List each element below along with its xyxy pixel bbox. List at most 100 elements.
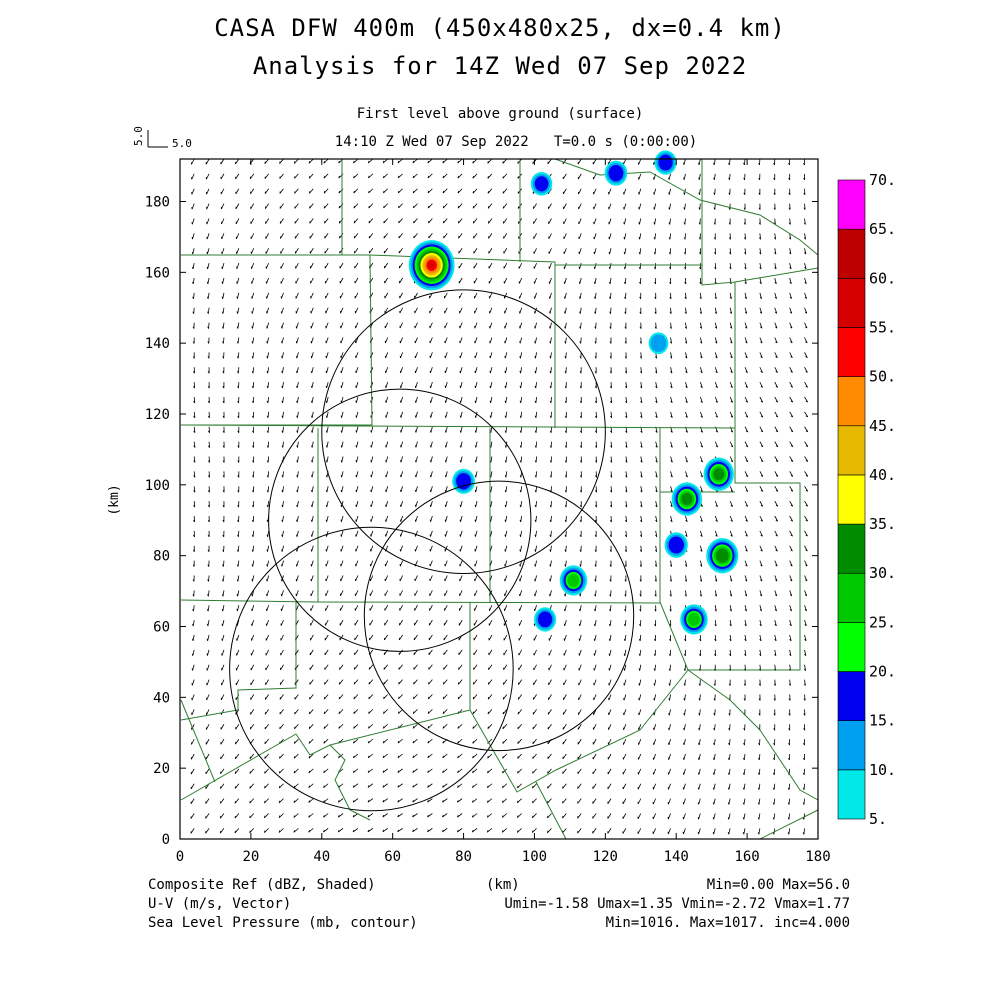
wind-vector [296,560,299,567]
wind-vector-head [773,207,776,210]
wind-vector [398,664,403,670]
wind-vector-head [323,770,325,773]
wind-vector [293,828,299,833]
wind-vector [445,515,448,522]
wind-vector-head [222,415,225,419]
wind-vector-head [639,356,642,359]
wind-vector-head [207,386,210,389]
wind-vector [279,173,284,179]
wind-vector-head [655,534,658,538]
wind-vector [369,590,374,596]
wind-vector [459,367,463,374]
wind-vector-head [442,785,444,788]
wind-vector-head [640,445,643,448]
wind-vector-head [519,370,521,374]
wind-vector-head [624,594,627,597]
wind-vector-head [760,400,763,403]
wind-vector [668,753,671,760]
wind-vector-head [610,415,613,419]
wind-vector-head [684,267,686,270]
wind-vector-head [609,579,612,582]
wind-vector [267,486,270,493]
wind-vector [400,411,403,418]
wind-vector [383,188,388,194]
wind-vector-head [444,415,447,418]
wind-vector [370,486,374,493]
wind-vector-head [728,207,731,210]
colorbar-label: 20. [869,663,896,681]
wind-vector-head [654,549,657,552]
wind-vector [399,590,403,596]
wind-vector-head [442,755,444,759]
wind-vector-head [370,430,372,433]
wind-vector-head [609,356,612,359]
wind-vector [669,218,671,225]
wind-vector [504,352,508,359]
wind-vector-head [266,341,268,344]
wind-vector [458,233,463,239]
wind-vector-head [610,475,613,478]
wind-vector [385,515,389,522]
echo-cell [534,607,557,632]
wind-vector-head [579,460,582,463]
wind-vector [311,486,314,493]
wind-vector [223,337,225,344]
wind-vector [282,396,284,403]
wind-vector [294,188,299,194]
wind-vector-head [296,504,298,508]
wind-vector [413,203,418,209]
colorbar-swatch [837,425,866,476]
wind-vector [356,471,359,478]
wind-vector [607,798,612,804]
wind-vector [609,649,612,656]
wind-vector-head [489,400,492,403]
wind-vector-head [472,190,474,194]
wind-vector [442,813,448,818]
wind-vector [265,233,269,239]
wind-vector-head [457,785,459,788]
wind-vector-head [295,549,298,552]
wind-vector-head [251,341,254,344]
wind-vector-head [252,490,254,493]
wind-vector-head [744,296,747,299]
wind-vector [443,664,448,670]
wind-vector [236,277,240,284]
wind-vector-head [487,161,489,164]
wind-vector-head [802,772,805,776]
wind-vector-head [353,190,355,194]
wind-vector [623,679,627,686]
wind-vector [310,619,314,626]
wind-vector [789,560,793,567]
wind-vector [353,158,359,164]
echo-contour [681,493,693,505]
wind-vector [519,352,523,359]
wind-vector [222,277,225,284]
wind-vector-head [504,519,506,523]
wind-vector [670,575,672,582]
wind-vector [457,738,463,744]
wind-vector [265,634,269,641]
wind-vector-head [594,326,596,329]
wind-vector [193,292,195,299]
wind-vector [518,679,523,685]
wind-vector-head [758,742,760,746]
wind-vector-head [670,475,673,478]
wind-vector-head [471,815,474,818]
wind-vector [698,173,701,180]
wind-vector-head [730,445,734,448]
wind-vector [563,679,567,686]
wind-vector [533,634,537,641]
wind-vector-head [519,504,522,508]
wind-vector [564,605,567,612]
wind-vector-head [638,222,640,225]
wind-vector [355,322,359,329]
wind-vector [562,813,567,819]
wind-vector [192,620,195,627]
county-boundary [659,428,801,671]
wind-vector [625,501,628,508]
wind-vector [222,590,225,597]
wind-vector [490,396,493,403]
wind-vector [640,560,642,567]
wind-vector-head [668,222,671,225]
wind-vector [220,709,225,715]
